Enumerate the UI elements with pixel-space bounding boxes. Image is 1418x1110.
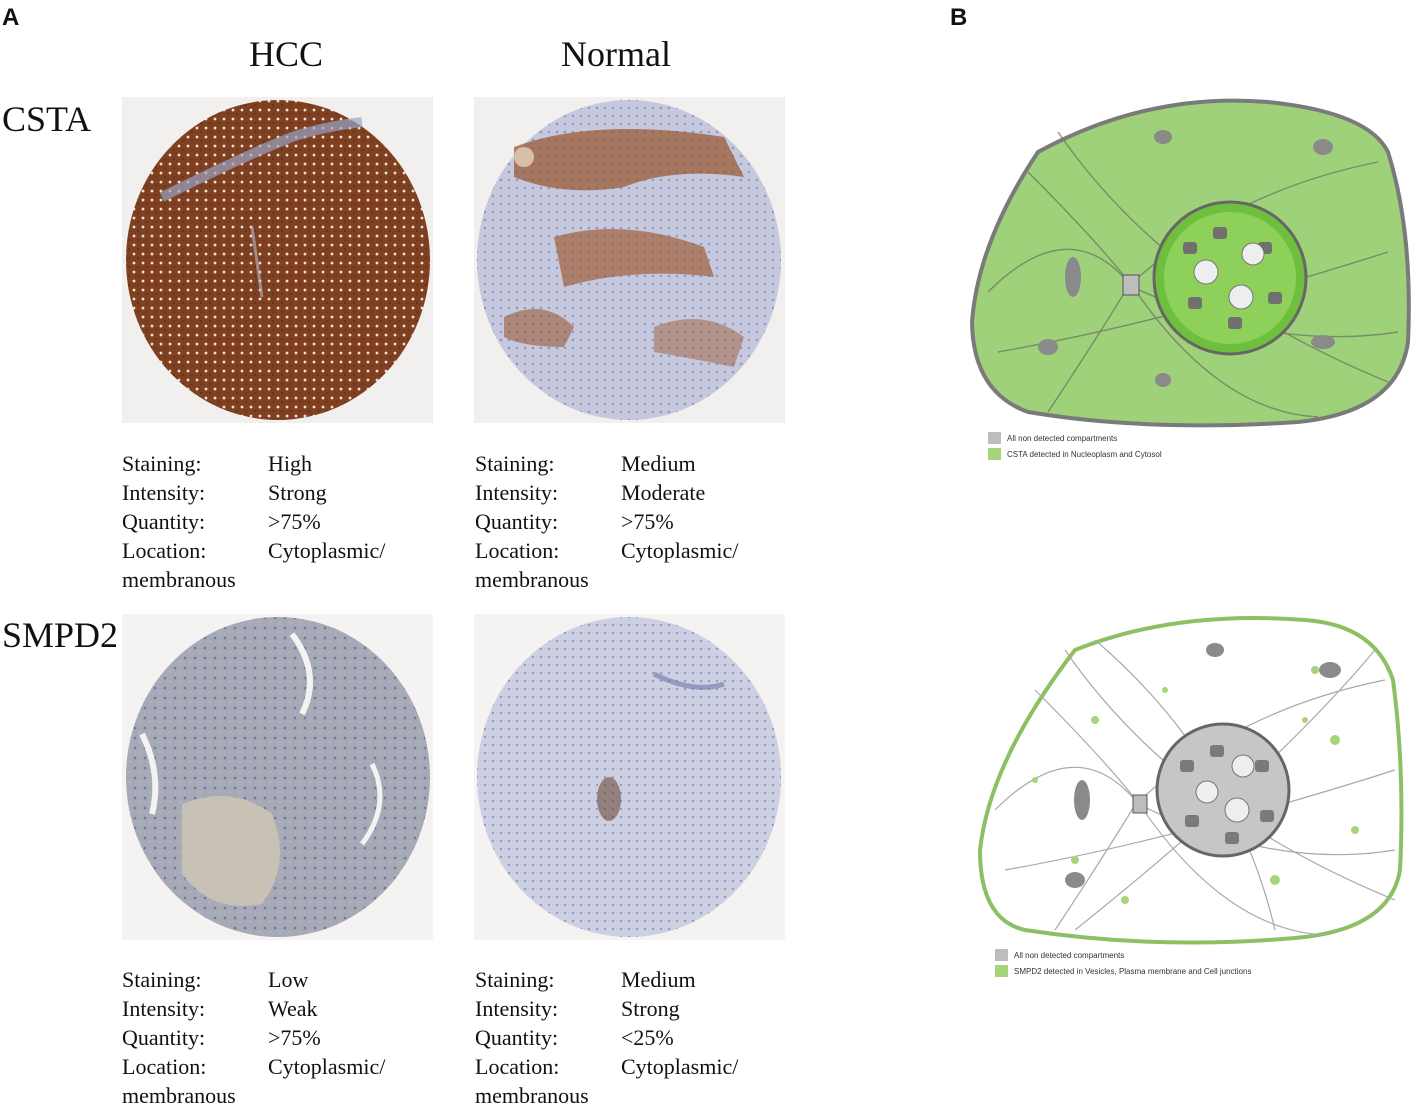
tissue-image-smpd2-normal <box>474 614 785 940</box>
row-heading-smpd2: SMPD2 <box>2 615 119 655</box>
stat-value-location-cont: membranous <box>122 1083 236 1108</box>
stat-value-location-cont: membranous <box>475 567 589 592</box>
stat-label-location: Location: <box>475 1054 560 1079</box>
stat-value-location-cont: membranous <box>122 567 236 592</box>
stat-value-intensity: Weak <box>268 996 318 1021</box>
column-heading-normal: Normal <box>561 34 671 74</box>
swatch-non-detected <box>995 949 1008 961</box>
stats-csta-hcc: Staining: High Intensity: Strong Quantity:… <box>122 449 452 594</box>
legend-csta: All non detected compartments CSTA detec… <box>988 430 1162 462</box>
stat-value-intensity: Moderate <box>621 480 706 505</box>
stats-smpd2-normal: Staining: Medium Intensity: Strong Quantit… <box>475 965 805 1110</box>
stat-label-staining: Staining: <box>475 967 555 992</box>
tissue-image-smpd2-hcc <box>122 614 433 940</box>
swatch-non-detected <box>988 432 1001 444</box>
stat-value-quantity: >75% <box>621 509 674 534</box>
tissue-image-csta-normal <box>474 97 785 423</box>
legend-detected: SMPD2 detected in Vesicles, Plasma membr… <box>1014 966 1252 976</box>
stat-label-location: Location: <box>122 538 207 563</box>
stat-value-location: Cytoplasmic/ <box>621 1054 739 1079</box>
stat-value-quantity: >75% <box>268 1025 321 1050</box>
stat-value-intensity: Strong <box>621 996 680 1021</box>
stat-label-intensity: Intensity: <box>475 996 559 1021</box>
stat-label-staining: Staining: <box>122 451 202 476</box>
stat-label-quantity: Quantity: <box>122 509 206 534</box>
stat-label-staining: Staining: <box>475 451 555 476</box>
stat-value-staining: Low <box>268 967 309 992</box>
stat-label-intensity: Intensity: <box>122 996 206 1021</box>
stat-value-staining: Medium <box>621 967 696 992</box>
stats-csta-normal: Staining: Medium Intensity: Moderate Quant… <box>475 449 805 594</box>
stat-label-quantity: Quantity: <box>122 1025 206 1050</box>
legend-smpd2: All non detected compartments SMPD2 dete… <box>995 947 1251 979</box>
swatch-detected <box>988 448 1001 460</box>
stat-value-quantity: >75% <box>268 509 321 534</box>
stat-value-staining: Medium <box>621 451 696 476</box>
stat-value-location-cont: membranous <box>475 1083 589 1108</box>
stat-value-quantity: <25% <box>621 1025 674 1050</box>
stat-value-staining: High <box>268 451 312 476</box>
legend-non-detected: All non detected compartments <box>1007 433 1118 443</box>
stat-value-location: Cytoplasmic/ <box>268 1054 386 1079</box>
stat-label-location: Location: <box>122 1054 207 1079</box>
stat-label-quantity: Quantity: <box>475 1025 559 1050</box>
stat-label-location: Location: <box>475 538 560 563</box>
stat-value-location: Cytoplasmic/ <box>268 538 386 563</box>
cell-diagram-csta <box>968 92 1418 437</box>
stat-value-intensity: Strong <box>268 480 327 505</box>
panel-label-b: B <box>950 4 968 31</box>
row-heading-csta: CSTA <box>2 99 92 139</box>
column-heading-hcc: HCC <box>249 34 324 74</box>
legend-non-detected: All non detected compartments <box>1014 950 1125 960</box>
stats-smpd2-hcc: Staining: Low Intensity: Weak Quantity: >75… <box>122 965 452 1110</box>
panel-label-a: A <box>2 4 20 31</box>
stat-value-location: Cytoplasmic/ <box>621 538 739 563</box>
stat-label-intensity: Intensity: <box>475 480 559 505</box>
stat-label-intensity: Intensity: <box>122 480 206 505</box>
stat-label-staining: Staining: <box>122 967 202 992</box>
legend-detected: CSTA detected in Nucleoplasm and Cytosol <box>1007 449 1162 459</box>
stat-label-quantity: Quantity: <box>475 509 559 534</box>
swatch-detected <box>995 965 1008 977</box>
cell-diagram-smpd2 <box>975 610 1415 955</box>
tissue-image-csta-hcc <box>122 97 433 423</box>
